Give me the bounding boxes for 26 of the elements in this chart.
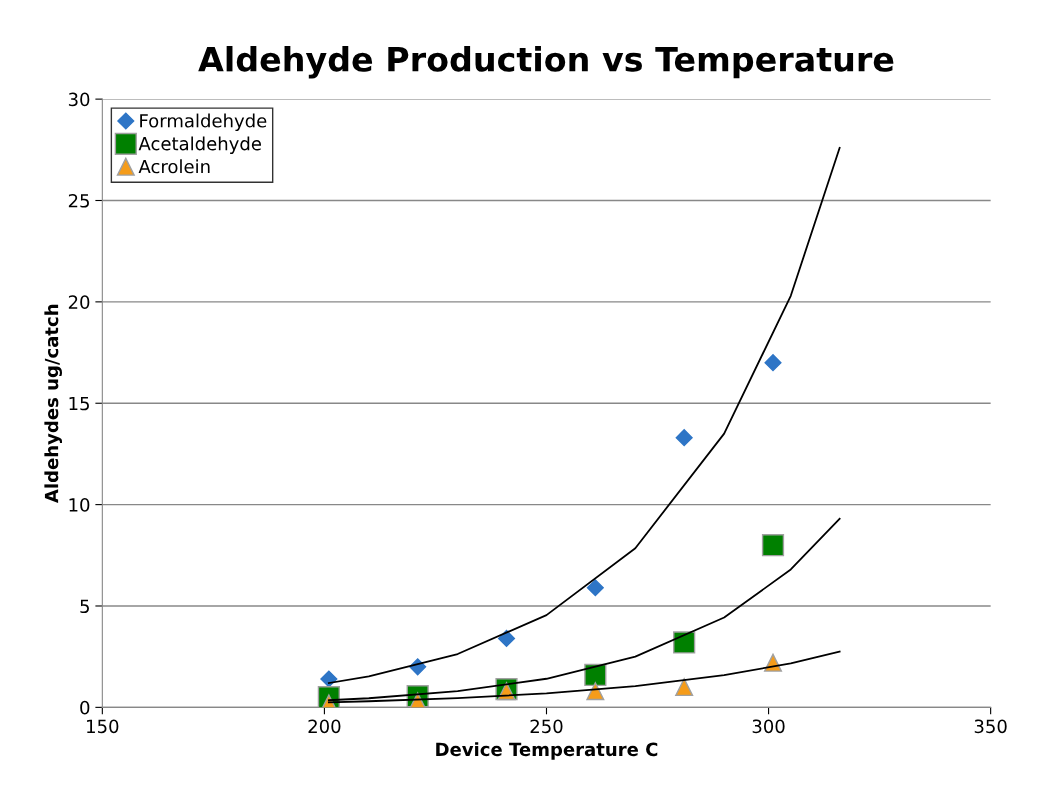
y-tick-label: 20 (68, 295, 90, 309)
point (586, 682, 605, 701)
x-tick-label: 250 (530, 719, 563, 734)
point (586, 579, 604, 597)
y-tick-label: 10 (69, 498, 90, 512)
y-tick-label: 25 (68, 193, 89, 208)
point (761, 534, 785, 557)
y-tick-label: 5 (80, 599, 89, 614)
chart-title: Aldehyde Production vs Temperature (198, 46, 894, 79)
point (675, 678, 694, 697)
x-tick-label: 350 (974, 719, 1007, 734)
y-axis-title: Aldehydes ug/catch (44, 304, 62, 503)
point (764, 354, 782, 372)
legend-label: Acrolein (138, 159, 210, 174)
x-tick-label: 300 (752, 719, 785, 734)
point (675, 429, 693, 447)
x-tick-label: 150 (87, 719, 119, 734)
x-tick-label: 200 (308, 719, 341, 734)
legend-label: Acetaldehyde (138, 136, 261, 154)
y-tick-label: 15 (69, 396, 89, 411)
y-tick-label: 30 (68, 92, 90, 107)
x-axis-title: Device Temperature C (436, 742, 658, 760)
point (320, 670, 338, 688)
legend-label: Formaldehyde (140, 113, 267, 132)
y-tick-label: 0 (80, 700, 90, 715)
point (673, 631, 696, 654)
